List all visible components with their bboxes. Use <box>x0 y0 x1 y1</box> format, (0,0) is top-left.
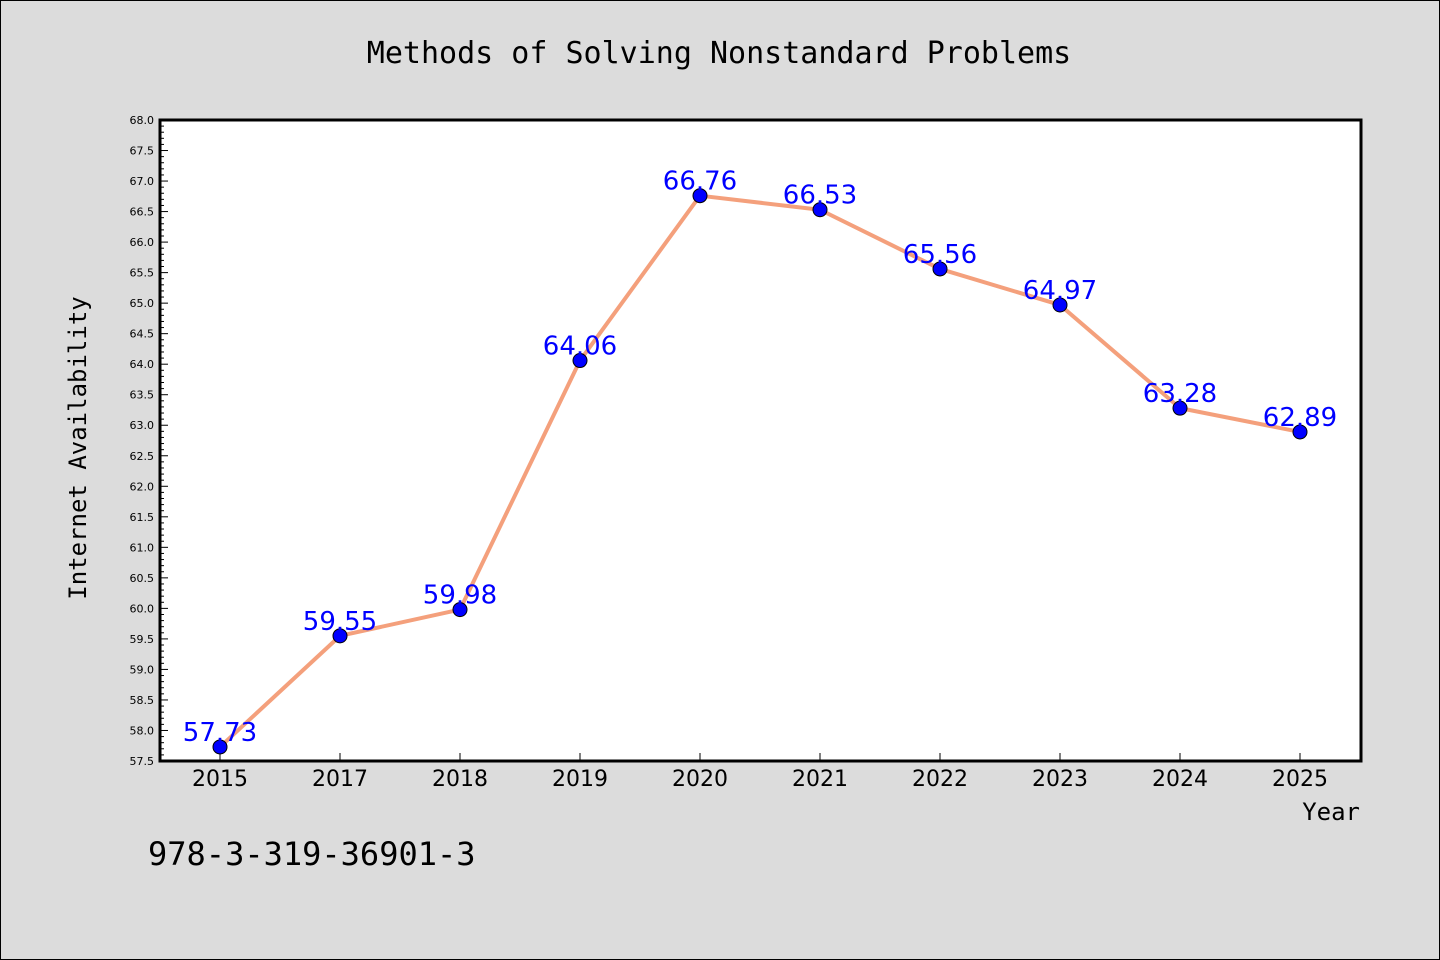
y-tick-label: 58.5 <box>130 694 155 707</box>
data-point-marker <box>572 353 588 369</box>
data-labels: 57.73 59.55 59.98 64.06 66.76 66.53 65.56 64.97… <box>183 167 1337 748</box>
y-tick-label: 61.5 <box>130 511 155 524</box>
data-label: 62.89 <box>1263 403 1337 433</box>
x-tick-label: 2022 <box>912 767 968 792</box>
data-label: 59.55 <box>303 607 377 637</box>
data-point-marker <box>692 188 708 204</box>
y-tick-label: 59.5 <box>130 633 155 646</box>
y-tick-label: 64.5 <box>130 328 155 341</box>
data-point-marker <box>1172 400 1188 416</box>
x-tick-label: 2020 <box>672 767 728 792</box>
data-point-marker <box>812 202 828 218</box>
data-label: 66.53 <box>783 181 857 211</box>
data-label: 63.28 <box>1143 379 1217 409</box>
data-point-marker <box>932 261 948 277</box>
x-axis-label: Year <box>1302 798 1360 826</box>
x-tick-label: 2024 <box>1152 767 1208 792</box>
data-label: 65.56 <box>903 240 977 270</box>
y-tick-label: 58.0 <box>130 724 155 737</box>
y-tick-label: 60.5 <box>130 572 155 585</box>
y-axis: 57.5 58.0 58.5 59.0 59.5 60.0 60.5 61.0 61.5 62.0… <box>130 114 168 768</box>
y-tick-label: 65.5 <box>130 267 155 280</box>
data-point-marker <box>1292 424 1308 440</box>
data-point-marker <box>212 739 228 755</box>
series-markers <box>212 188 1308 755</box>
series-polyline <box>218 193 1301 749</box>
data-point-marker <box>332 628 348 644</box>
y-tick-label: 61.0 <box>130 541 155 554</box>
y-tick-label: 65.0 <box>130 297 155 310</box>
y-tick-label: 66.0 <box>130 236 155 249</box>
data-label: 66.76 <box>663 167 737 197</box>
y-tick-label: 67.5 <box>130 145 155 158</box>
series-line <box>218 193 1301 749</box>
y-axis-label: Internet Availability <box>64 296 92 599</box>
y-tick-label: 66.5 <box>130 206 155 219</box>
x-tick-label: 2018 <box>432 767 488 792</box>
isbn-footnote: 978-3-319-36901-3 <box>148 835 476 873</box>
data-label: 57.73 <box>183 718 257 748</box>
x-tick-label: 2015 <box>192 767 248 792</box>
x-tick-label: 2023 <box>1032 767 1088 792</box>
y-tick-label: 62.5 <box>130 450 155 463</box>
y-tick-label: 67.0 <box>130 175 155 188</box>
x-tick-label: 2019 <box>552 767 608 792</box>
y-tick-label: 63.0 <box>130 419 155 432</box>
x-tick-label: 2025 <box>1272 767 1328 792</box>
x-axis: 2015 2017 2018 2019 2020 2021 2022 2023 2024 2025 <box>192 753 1328 792</box>
y-tick-label: 59.0 <box>130 663 155 676</box>
y-tick-label: 68.0 <box>130 114 155 127</box>
data-label: 64.06 <box>543 332 617 362</box>
plot-area <box>158 118 1363 763</box>
data-label: 59.98 <box>423 581 497 611</box>
y-tick-label: 62.0 <box>130 480 155 493</box>
chart-title: Methods of Solving Nonstandard Problems <box>367 36 1071 71</box>
y-tick-label: 57.5 <box>130 755 155 768</box>
x-tick-label: 2017 <box>312 767 368 792</box>
y-tick-label: 60.0 <box>130 602 155 615</box>
data-point-marker <box>452 602 468 618</box>
data-point-marker <box>1052 297 1068 313</box>
y-tick-label: 64.0 <box>130 358 155 371</box>
data-label: 64.97 <box>1023 276 1097 306</box>
x-tick-label: 2021 <box>792 767 848 792</box>
y-tick-label: 63.5 <box>130 389 155 402</box>
